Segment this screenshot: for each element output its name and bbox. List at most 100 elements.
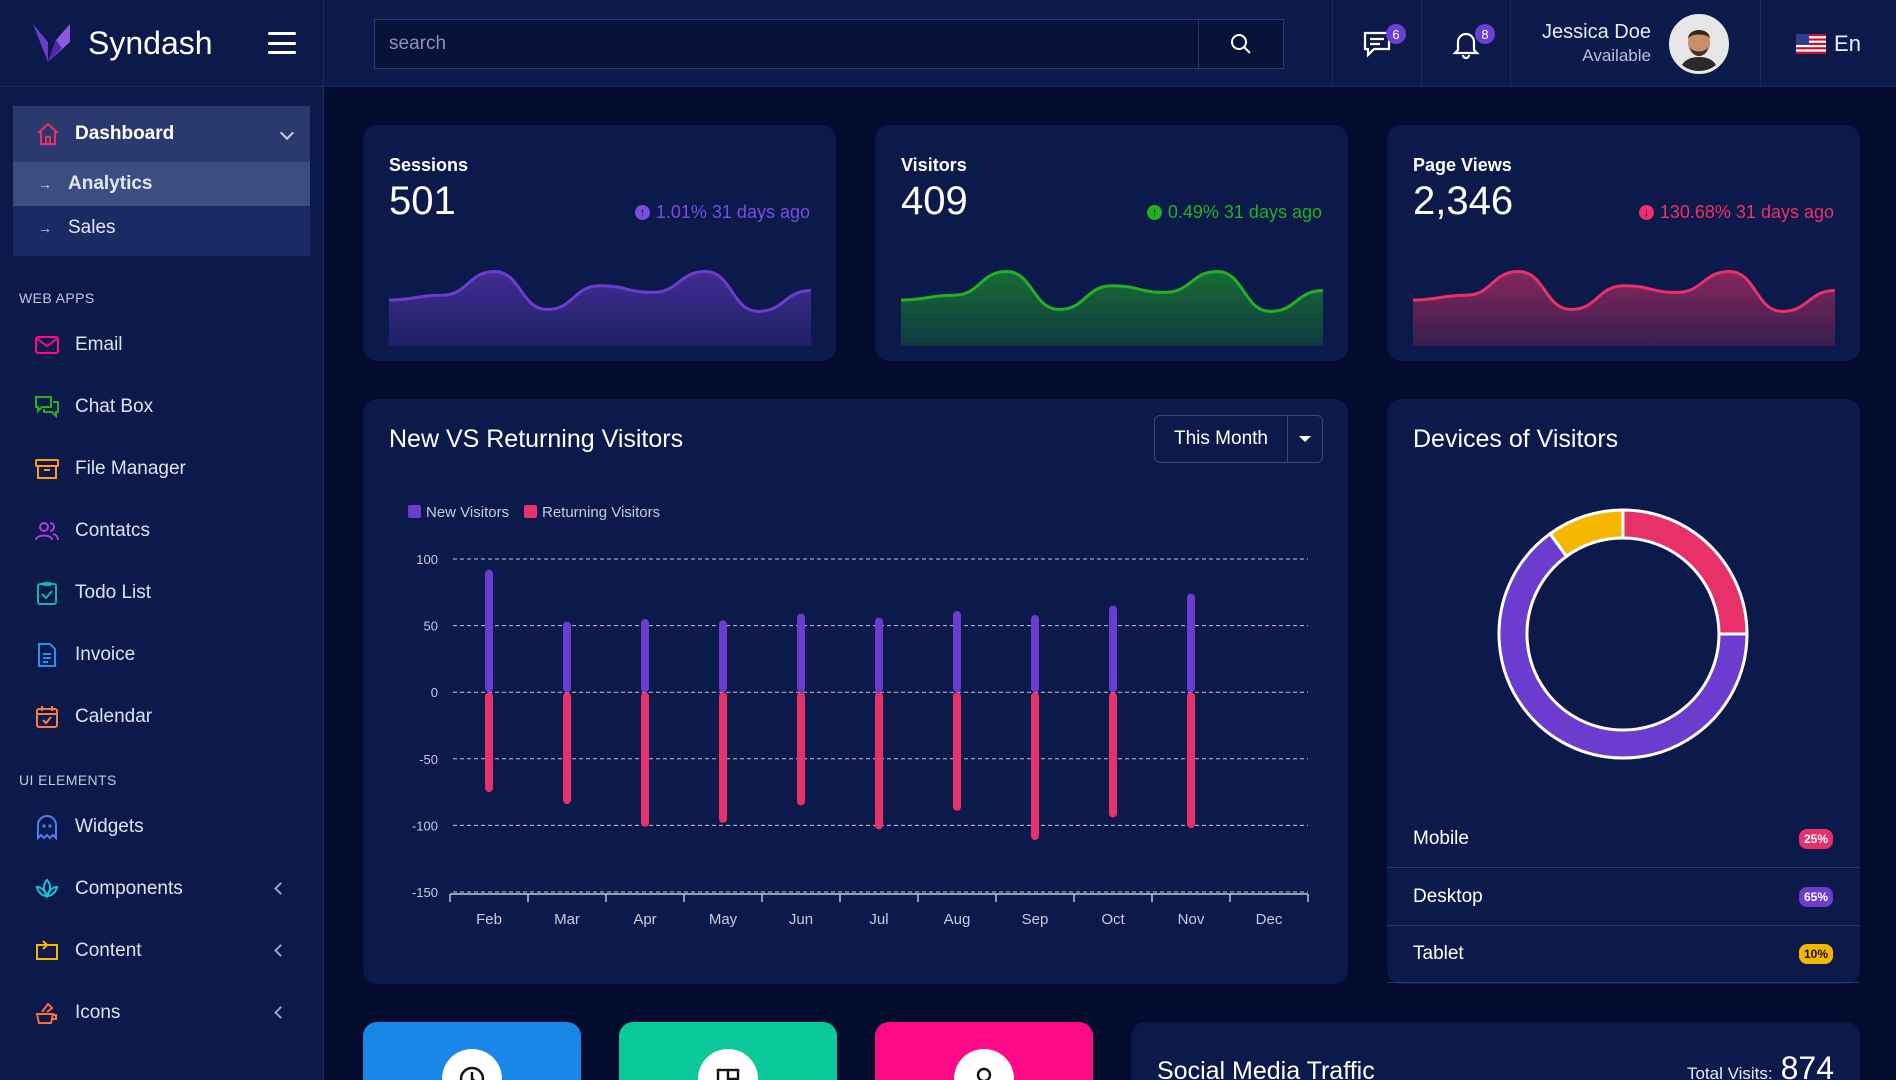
donut-slice[interactable] (1497, 531, 1749, 760)
sidebar-item-todo-list[interactable]: Todo List (0, 562, 323, 624)
bar[interactable] (1109, 605, 1117, 693)
bar[interactable] (875, 617, 883, 693)
y-tick-label: 50 (424, 619, 438, 634)
bar[interactable] (797, 613, 805, 693)
bar[interactable] (1187, 593, 1195, 693)
archive-icon (35, 459, 59, 479)
logo-icon (33, 24, 70, 62)
sidebar-item-calendar[interactable]: Calendar (0, 686, 323, 748)
tile-user[interactable] (875, 1022, 1093, 1080)
language-label: En (1834, 30, 1861, 56)
bar[interactable] (875, 692, 883, 830)
search-bar (374, 19, 1284, 69)
sparkline-line (1413, 269, 1835, 313)
chevron-left-icon (274, 882, 287, 895)
messages-badge: 6 (1386, 24, 1406, 44)
bar[interactable] (641, 618, 649, 693)
device-pct-badge: 10% (1798, 944, 1833, 964)
sidebar-item-invoice[interactable]: Invoice (0, 624, 323, 686)
caret-down-icon[interactable] (1288, 416, 1322, 462)
sidebar-item-label: Analytics (68, 173, 153, 194)
y-tick-label: 0 (431, 685, 438, 700)
bar[interactable] (1031, 614, 1039, 693)
bar[interactable] (719, 692, 727, 823)
bar[interactable] (1109, 692, 1117, 818)
mail-icon (35, 336, 59, 354)
sidebar-item-content[interactable]: Content (0, 920, 323, 982)
sidebar: Syndash Dashboard → Analytics → Sales WE… (0, 0, 324, 1080)
sidebar-item-chat-box[interactable]: Chat Box (0, 376, 323, 438)
sidebar-subitem-sales[interactable]: → Sales (13, 206, 310, 250)
device-label: Desktop (1413, 886, 1483, 907)
sidebar-item-dashboard[interactable]: Dashboard (13, 106, 310, 162)
sidebar-item-label: Contatcs (75, 520, 150, 541)
arrow-up-circle-icon: ↑ (1146, 205, 1162, 220)
card-title: New VS Returning Visitors (389, 425, 684, 453)
bar[interactable] (1187, 692, 1195, 829)
home-icon (37, 122, 59, 145)
x-tick-label: Nov (1178, 911, 1205, 928)
bar[interactable] (641, 692, 649, 827)
language-selector[interactable]: En (1760, 0, 1896, 87)
lotus-icon (35, 878, 59, 900)
sidebar-item-components[interactable]: Components (0, 858, 323, 920)
donut-slice[interactable] (1621, 508, 1749, 636)
sidebar-item-file-manager[interactable]: File Manager (0, 438, 323, 500)
legend-label[interactable]: New Visitors (426, 504, 509, 521)
devices-card: Devices of Visitors Mobile 25% Desktop 6… (1387, 399, 1860, 984)
bar[interactable] (485, 692, 493, 793)
tile-clock[interactable] (363, 1022, 581, 1080)
sidebar-item-widgets[interactable]: Widgets (0, 796, 323, 858)
avatar[interactable] (1668, 13, 1729, 74)
sidebar-item-label: Components (75, 878, 183, 899)
sidebar-item-icons[interactable]: Icons (0, 982, 323, 1044)
x-tick-label: Aug (944, 911, 971, 928)
stat-value: 2,346 (1413, 179, 1514, 223)
sidebar-item-label: Todo List (75, 582, 152, 603)
brand: Syndash (0, 0, 323, 87)
clipboard-check-icon (37, 582, 57, 605)
search-input[interactable] (375, 20, 1198, 68)
sidebar-subitem-analytics[interactable]: → Analytics (13, 162, 310, 206)
device-pct-badge: 65% (1798, 887, 1833, 907)
notifications-button[interactable]: 8 (1421, 0, 1510, 87)
period-dropdown[interactable]: This Month (1154, 415, 1323, 463)
donut-slice[interactable] (1548, 508, 1625, 559)
ghost-icon (37, 815, 57, 840)
bar[interactable] (1031, 692, 1039, 841)
sidebar-item-email[interactable]: Email (0, 314, 323, 376)
card-title: Social Media Traffic (1157, 1057, 1375, 1080)
device-row-mobile: Mobile 25% (1387, 811, 1859, 868)
tile-book[interactable] (619, 1022, 837, 1080)
card-title: Devices of Visitors (1413, 425, 1619, 453)
bar[interactable] (563, 692, 571, 805)
us-flag-icon (1796, 33, 1827, 54)
sidebar-item-label: Chat Box (75, 396, 154, 417)
x-tick-label: Oct (1101, 911, 1125, 928)
sidebar-item-label: Widgets (75, 816, 144, 837)
arrow-up-circle-icon: ↑ (634, 205, 650, 220)
search-button[interactable] (1198, 20, 1283, 68)
bar[interactable] (719, 620, 727, 693)
bar[interactable] (485, 569, 493, 693)
sparkline-line (901, 269, 1323, 313)
bar[interactable] (953, 692, 961, 811)
avatar-image (1671, 16, 1726, 71)
menu-toggle-icon[interactable] (268, 32, 296, 54)
legend-label[interactable]: Returning Visitors (542, 504, 660, 521)
chart-axis: 100 50 0 -50 -100 -150 Feb Mar Apr May Jun Jul Aug Se… (412, 552, 1309, 928)
y-tick-label: -50 (419, 752, 438, 767)
calendar-check-icon (36, 706, 58, 728)
repeat-icon (36, 940, 58, 960)
donut-chart (1497, 508, 1749, 760)
cup-icon (35, 1002, 57, 1024)
messages-button[interactable]: 6 (1332, 0, 1421, 87)
user-icon (976, 1067, 992, 1080)
bar[interactable] (563, 621, 571, 693)
bar[interactable] (953, 610, 961, 693)
device-pct-badge: 25% (1798, 829, 1833, 849)
sidebar-item-contacts[interactable]: Contatcs (0, 500, 323, 562)
user-menu[interactable]: Jessica Doe Available (1510, 0, 1760, 87)
bar[interactable] (797, 692, 805, 806)
users-icon (35, 522, 59, 541)
